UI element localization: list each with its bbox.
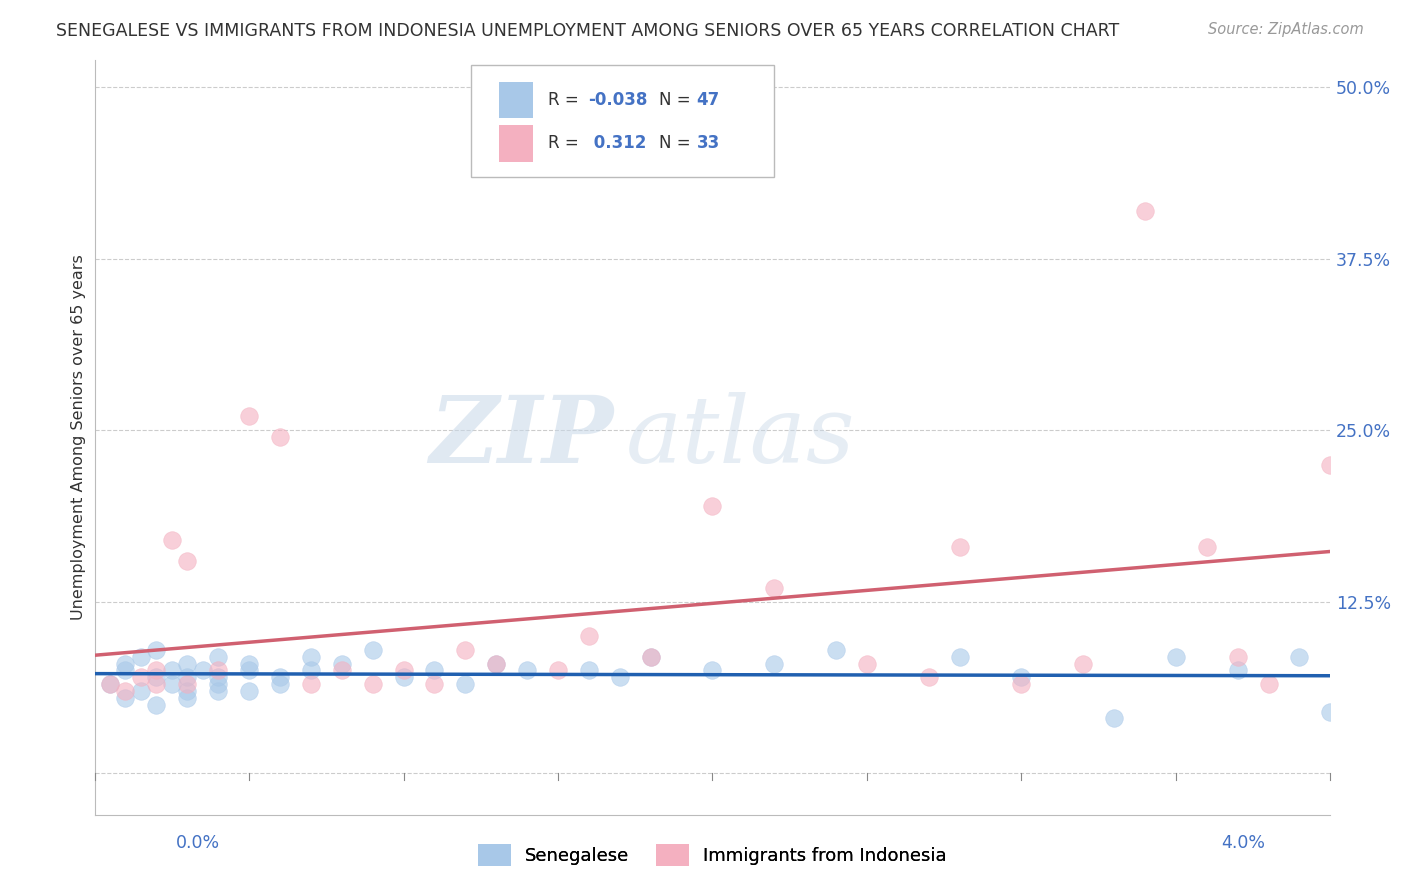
Point — [516, 664, 538, 678]
Point — [392, 664, 415, 678]
Point — [1164, 649, 1187, 664]
Point — [918, 670, 941, 684]
Point — [1319, 458, 1341, 472]
Point — [856, 657, 879, 671]
Text: 0.0%: 0.0% — [176, 834, 219, 852]
Point — [1010, 677, 1032, 691]
Point — [145, 664, 167, 678]
Point — [485, 657, 508, 671]
Point — [269, 430, 291, 444]
Text: N =: N = — [659, 135, 696, 153]
Point — [176, 670, 198, 684]
Point — [160, 533, 183, 547]
Point — [129, 684, 152, 698]
Point — [763, 657, 786, 671]
Point — [145, 698, 167, 712]
Point — [1102, 711, 1125, 725]
Point — [609, 670, 631, 684]
Point — [299, 677, 322, 691]
Text: 47: 47 — [696, 91, 720, 110]
Legend: Senegalese, Immigrants from Indonesia: Senegalese, Immigrants from Indonesia — [471, 837, 955, 873]
Point — [176, 684, 198, 698]
Point — [176, 690, 198, 705]
FancyBboxPatch shape — [499, 82, 533, 119]
Point — [330, 657, 353, 671]
Point — [269, 670, 291, 684]
Point — [1195, 540, 1218, 554]
Point — [702, 664, 724, 678]
Point — [1226, 664, 1249, 678]
Point — [191, 664, 214, 678]
Point — [454, 677, 477, 691]
Point — [485, 657, 508, 671]
Point — [238, 657, 260, 671]
Point — [547, 664, 569, 678]
Text: ZIP: ZIP — [429, 392, 613, 482]
Point — [160, 677, 183, 691]
Point — [129, 649, 152, 664]
Text: 33: 33 — [696, 135, 720, 153]
Point — [702, 499, 724, 513]
Point — [1010, 670, 1032, 684]
Point — [207, 684, 229, 698]
Point — [176, 677, 198, 691]
Point — [1133, 203, 1156, 218]
Point — [640, 649, 662, 664]
Point — [238, 664, 260, 678]
Point — [423, 664, 446, 678]
Point — [763, 581, 786, 595]
Point — [640, 649, 662, 664]
Point — [238, 409, 260, 424]
Y-axis label: Unemployment Among Seniors over 65 years: Unemployment Among Seniors over 65 years — [72, 254, 86, 620]
Point — [361, 677, 384, 691]
Point — [949, 540, 972, 554]
Point — [98, 677, 121, 691]
Point — [98, 677, 121, 691]
Point — [207, 677, 229, 691]
Point — [114, 690, 136, 705]
Point — [114, 684, 136, 698]
Text: R =: R = — [548, 91, 583, 110]
Point — [176, 553, 198, 567]
Point — [145, 670, 167, 684]
Text: N =: N = — [659, 91, 696, 110]
Point — [423, 677, 446, 691]
Point — [176, 657, 198, 671]
Text: R =: R = — [548, 135, 583, 153]
Point — [825, 643, 848, 657]
Point — [1288, 649, 1310, 664]
FancyBboxPatch shape — [499, 125, 533, 161]
Point — [578, 664, 600, 678]
Text: 0.312: 0.312 — [588, 135, 645, 153]
Text: -0.038: -0.038 — [588, 91, 647, 110]
Point — [299, 664, 322, 678]
Point — [207, 649, 229, 664]
Point — [207, 670, 229, 684]
Point — [454, 643, 477, 657]
Point — [949, 649, 972, 664]
Point — [330, 664, 353, 678]
Point — [238, 684, 260, 698]
Text: SENEGALESE VS IMMIGRANTS FROM INDONESIA UNEMPLOYMENT AMONG SENIORS OVER 65 YEARS: SENEGALESE VS IMMIGRANTS FROM INDONESIA … — [56, 22, 1119, 40]
Point — [129, 670, 152, 684]
Point — [1257, 677, 1279, 691]
Point — [361, 643, 384, 657]
Point — [145, 643, 167, 657]
Point — [578, 629, 600, 643]
Point — [145, 677, 167, 691]
Point — [160, 664, 183, 678]
Text: atlas: atlas — [626, 392, 855, 482]
Point — [114, 657, 136, 671]
Point — [114, 664, 136, 678]
FancyBboxPatch shape — [471, 65, 775, 177]
Point — [269, 677, 291, 691]
Point — [392, 670, 415, 684]
Point — [1226, 649, 1249, 664]
Text: Source: ZipAtlas.com: Source: ZipAtlas.com — [1208, 22, 1364, 37]
Text: 4.0%: 4.0% — [1222, 834, 1265, 852]
Point — [207, 664, 229, 678]
Point — [299, 649, 322, 664]
Point — [1071, 657, 1094, 671]
Point — [1319, 705, 1341, 719]
